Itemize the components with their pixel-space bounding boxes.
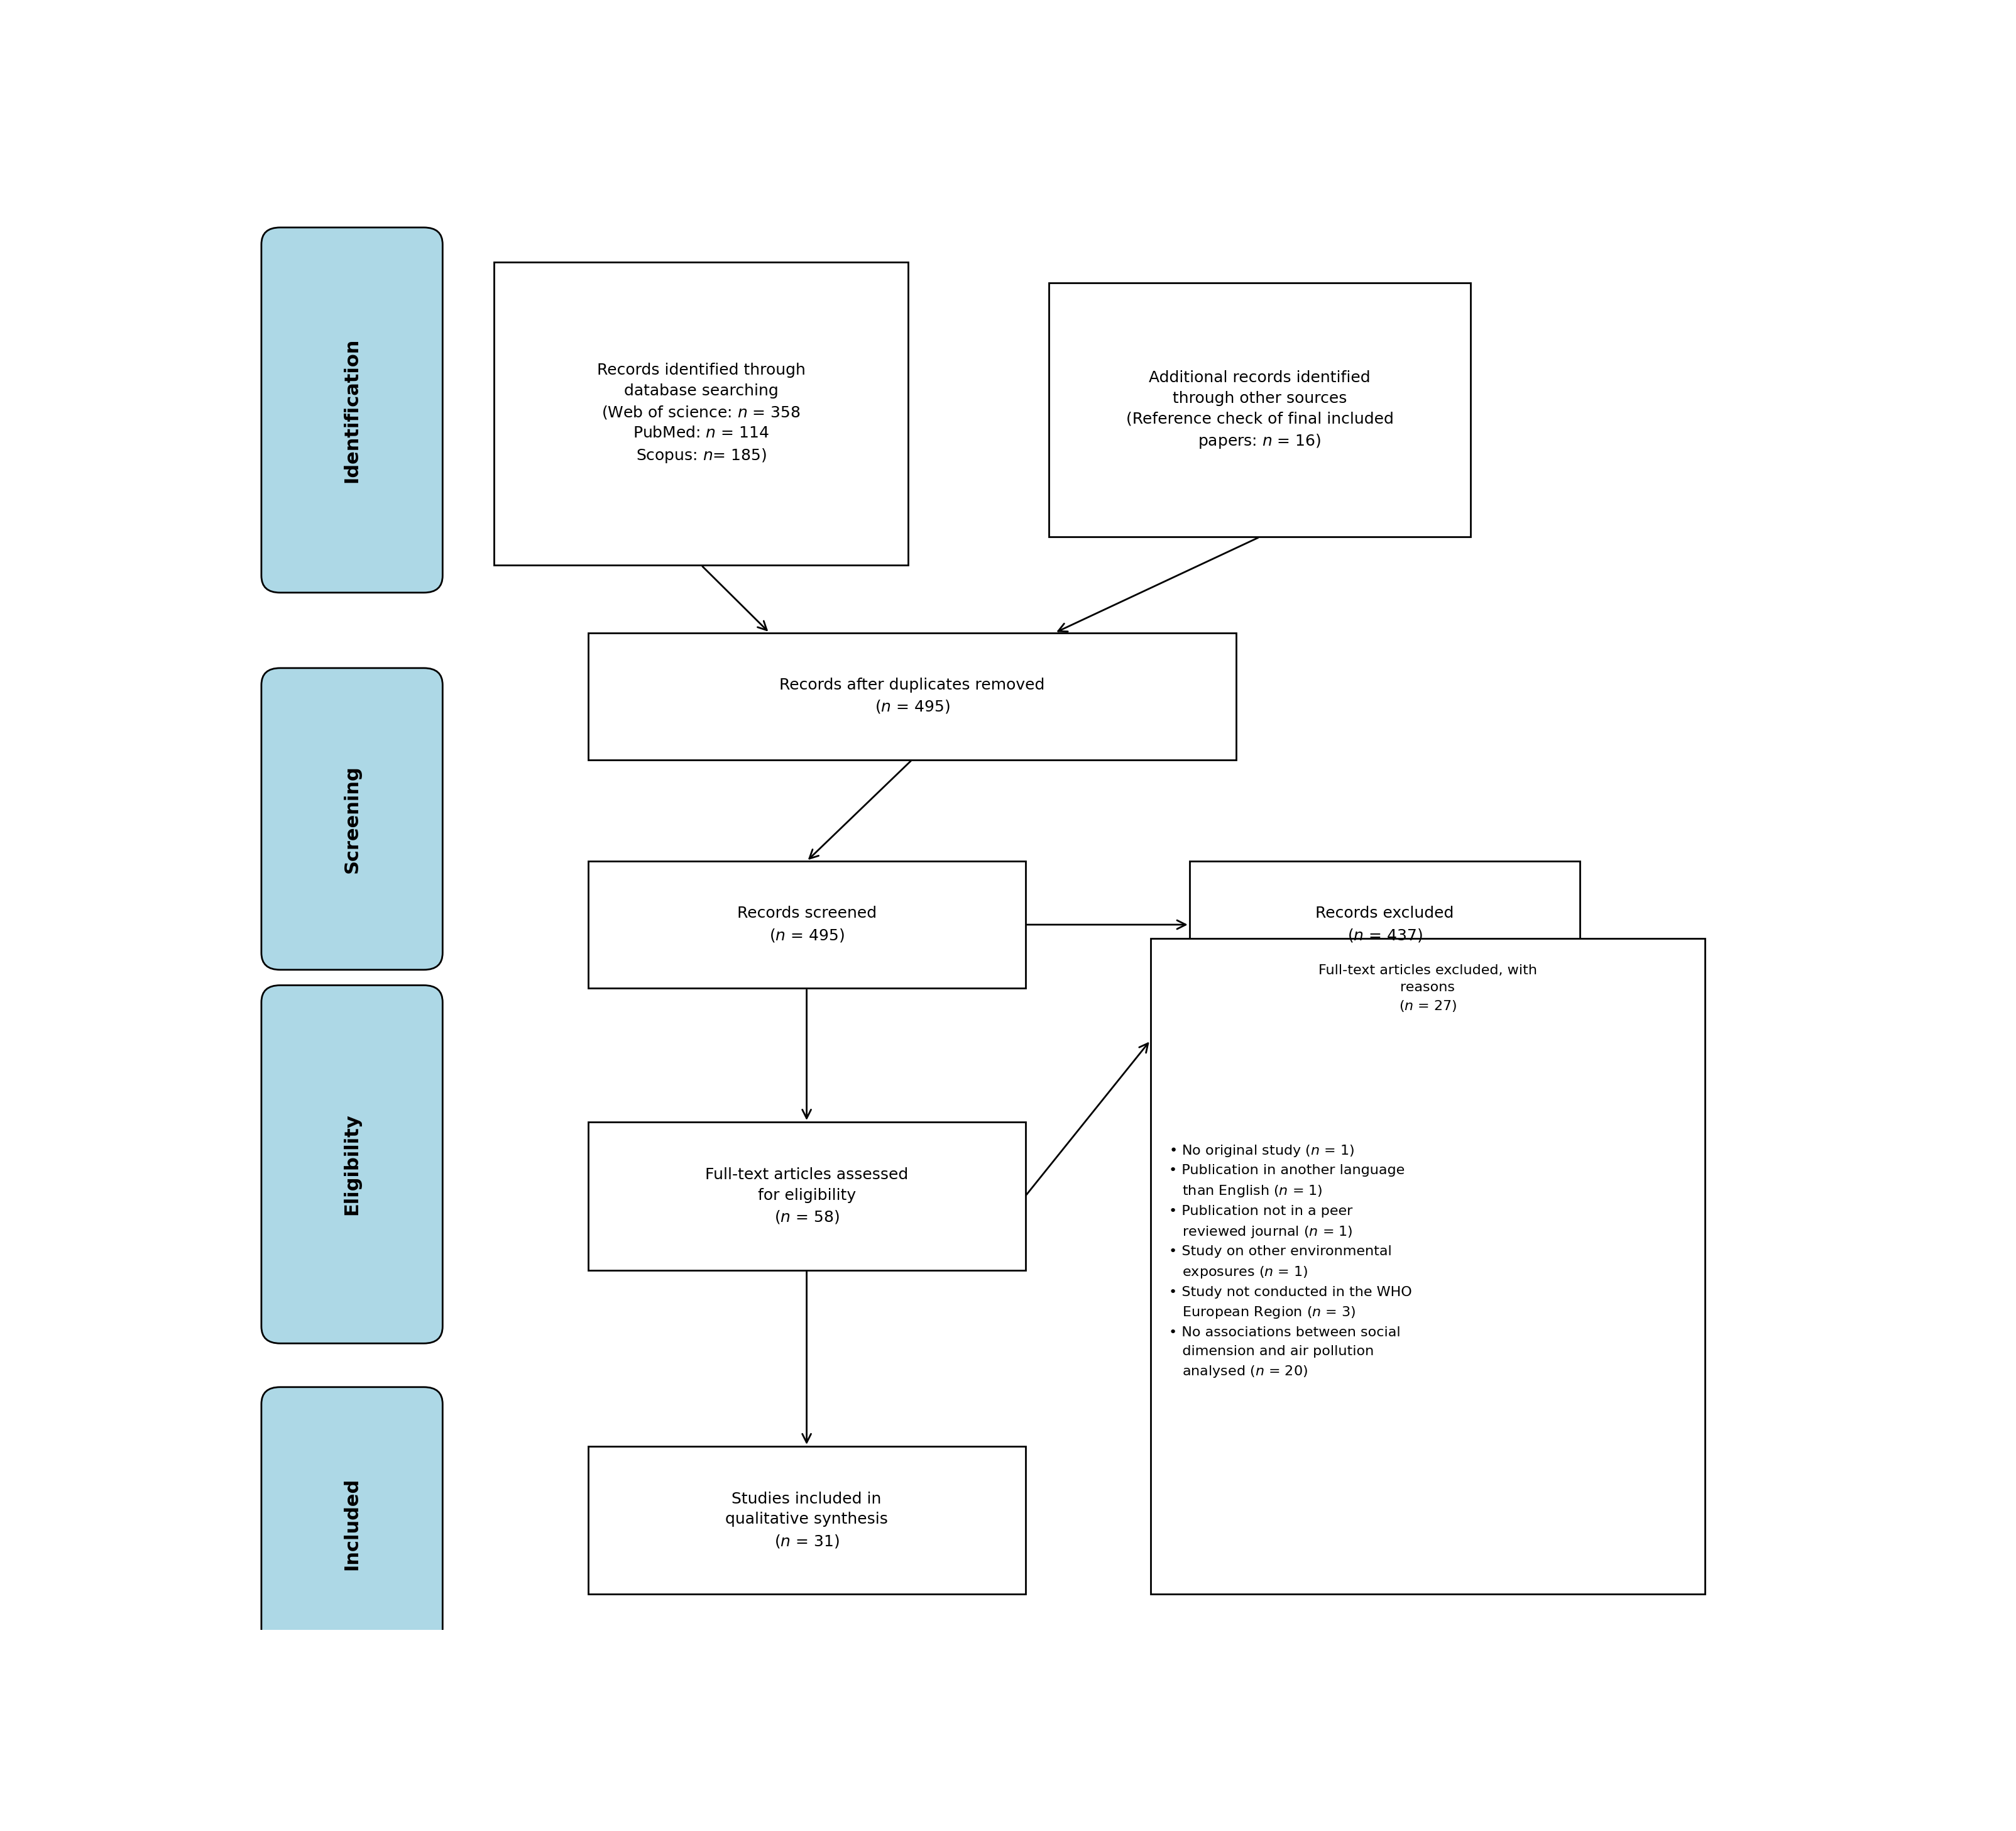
- FancyBboxPatch shape: [262, 227, 444, 593]
- Text: • No original study ($\it{n}$ = 1)
• Publication in another language
   than Eng: • No original study ($\it{n}$ = 1) • Pub…: [1169, 1143, 1411, 1379]
- Text: Records after duplicates removed
($\it{n}$ = 495): Records after duplicates removed ($\it{n…: [780, 677, 1044, 714]
- Text: Screening: Screening: [343, 765, 361, 873]
- Text: Records identified through
database searching
(Web of science: $\it{n}$ = 358
Pu: Records identified through database sear…: [597, 363, 806, 465]
- FancyBboxPatch shape: [589, 1122, 1026, 1271]
- FancyBboxPatch shape: [589, 634, 1236, 760]
- Text: Records screened
($\it{n}$ = 495): Records screened ($\it{n}$ = 495): [738, 906, 877, 943]
- Text: Records excluded
($\it{n}$ = 437): Records excluded ($\it{n}$ = 437): [1316, 906, 1454, 943]
- FancyBboxPatch shape: [494, 262, 909, 566]
- Text: Identification: Identification: [343, 337, 361, 482]
- FancyBboxPatch shape: [589, 861, 1026, 989]
- Text: Eligibility: Eligibility: [343, 1113, 361, 1216]
- FancyBboxPatch shape: [1151, 939, 1706, 1595]
- Text: Full-text articles assessed
for eligibility
($\it{n}$ = 58): Full-text articles assessed for eligibil…: [706, 1166, 909, 1225]
- FancyBboxPatch shape: [1048, 284, 1472, 536]
- Text: Additional records identified
through other sources
(Reference check of final in: Additional records identified through ot…: [1125, 370, 1393, 450]
- FancyBboxPatch shape: [262, 668, 444, 970]
- Text: Included: Included: [343, 1478, 361, 1571]
- Text: Studies included in
qualitative synthesis
($\it{n}$ = 31): Studies included in qualitative synthesi…: [726, 1492, 887, 1549]
- FancyBboxPatch shape: [589, 1446, 1026, 1595]
- FancyBboxPatch shape: [262, 1388, 444, 1661]
- FancyBboxPatch shape: [262, 985, 444, 1344]
- FancyBboxPatch shape: [1189, 861, 1581, 989]
- Text: Full-text articles excluded, with
reasons
($\it{n}$ = 27): Full-text articles excluded, with reason…: [1318, 965, 1536, 1013]
